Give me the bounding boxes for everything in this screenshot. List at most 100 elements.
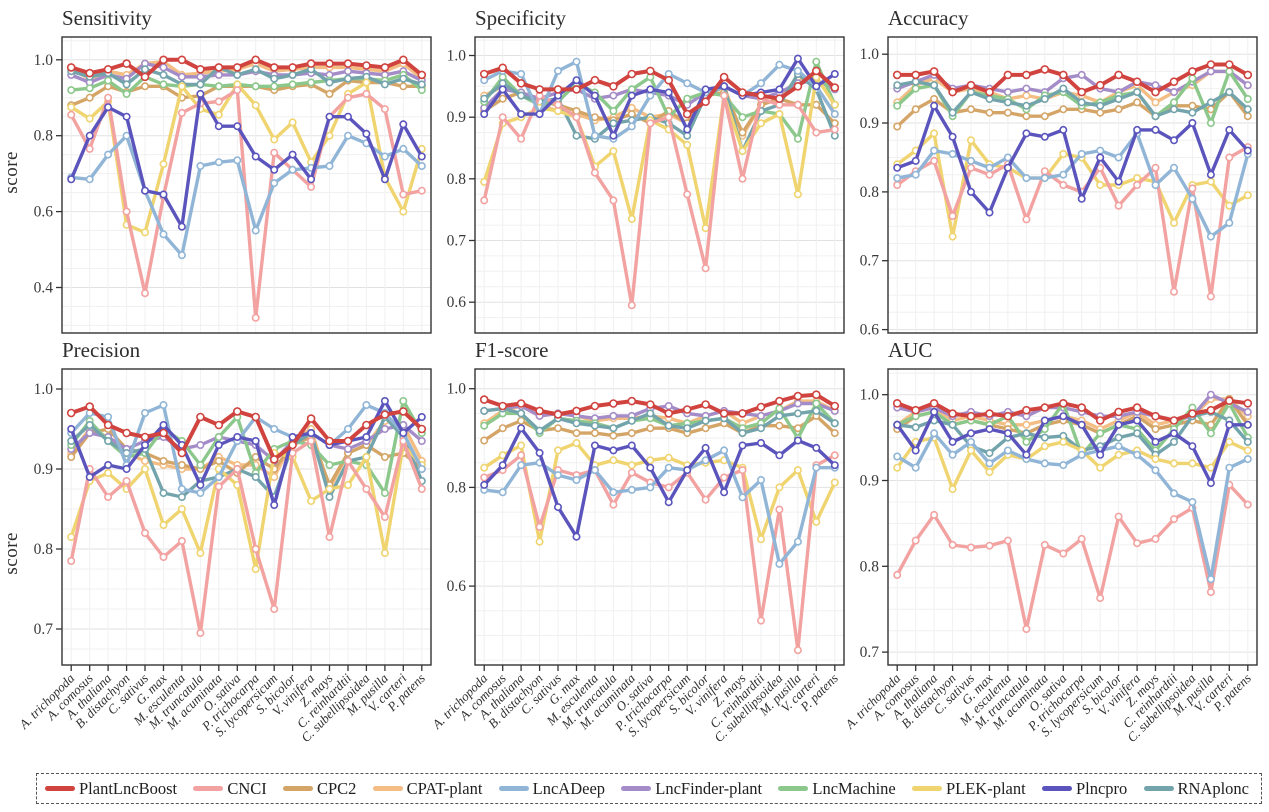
legend-item-cpc2: CPC2 bbox=[282, 779, 356, 799]
series-plncpro bbox=[893, 407, 1252, 488]
legend: PlantLncBoost CNCI CPC2 CPAT-plant LncADeep L… bbox=[36, 773, 1262, 804]
legend-item-label: CNCI bbox=[227, 778, 267, 798]
panel-accuracy: Accuracy 0.6 0.7 0.8 0.9 1.0 bbox=[850, 6, 1263, 339]
series-cnci bbox=[67, 86, 426, 322]
legend-swatch bbox=[193, 786, 224, 791]
panel-title-precision: Precision bbox=[62, 338, 141, 362]
panel-title-auc: AUC bbox=[888, 338, 933, 362]
legend-item-plantlncboost: PlantLncBoost bbox=[45, 779, 177, 799]
panel-specificity: Specificity 0.6 0.7 0.8 0.9 1.0 bbox=[437, 6, 850, 338]
legend-item-label: PLEK-plant bbox=[945, 778, 1026, 798]
series-lncadeep bbox=[893, 429, 1252, 584]
legend-item-rnaplonc: RNAplonc bbox=[1143, 778, 1250, 799]
specificity-chart: 0.6 0.7 0.8 0.9 1.0 bbox=[447, 36, 845, 334]
svg-text:0.6: 0.6 bbox=[447, 578, 467, 595]
legend-item-lncfinder-plant: LncFinder-plant bbox=[621, 779, 762, 799]
y-axis-ticks: 0.6 0.8 1.0 bbox=[447, 381, 475, 595]
svg-text:0.8: 0.8 bbox=[860, 184, 880, 201]
series-plncpro bbox=[67, 89, 426, 231]
panel-precision: Precision 0.7 0.8 0.9 1.0 A. trichopoda A. co… bbox=[15, 338, 437, 768]
svg-text:0.4: 0.4 bbox=[34, 280, 54, 297]
series-plantlncboost bbox=[479, 390, 840, 419]
legend-swatch bbox=[1041, 786, 1072, 791]
svg-text:0.7: 0.7 bbox=[860, 644, 880, 661]
svg-text:1.0: 1.0 bbox=[447, 48, 467, 65]
plot-frame bbox=[887, 36, 1258, 334]
svg-text:0.6: 0.6 bbox=[860, 322, 880, 339]
svg-text:0.8: 0.8 bbox=[860, 558, 880, 575]
svg-text:1.0: 1.0 bbox=[860, 46, 880, 63]
panel-title-accuracy: Accuracy bbox=[888, 6, 969, 30]
series-plncpro bbox=[480, 424, 839, 541]
legend-swatch bbox=[621, 786, 652, 791]
y-axis-ticks: 0.7 0.8 0.9 1.0 bbox=[860, 387, 888, 661]
svg-text:0.9: 0.9 bbox=[860, 115, 880, 132]
panel-title-specificity: Specificity bbox=[475, 6, 566, 30]
panel-sensitivity: Sensitivity 0.4 0.6 0.8 1.0 bbox=[24, 6, 437, 338]
series-plncpro bbox=[893, 101, 1252, 217]
svg-text:0.6: 0.6 bbox=[447, 294, 467, 311]
y-axis-ticks: 0.6 0.7 0.8 0.9 1.0 bbox=[860, 46, 888, 339]
legend-item-label: RNAplonc bbox=[1177, 778, 1250, 798]
series-cnci bbox=[67, 437, 426, 637]
svg-text:0.7: 0.7 bbox=[34, 621, 54, 638]
series-plantlncboost bbox=[892, 60, 1253, 97]
plot-frame bbox=[887, 368, 1258, 666]
svg-text:0.8: 0.8 bbox=[34, 128, 54, 145]
svg-text:0.9: 0.9 bbox=[447, 109, 467, 126]
legend-swatch bbox=[911, 786, 942, 791]
y-axis-ticks: 0.6 0.7 0.8 0.9 1.0 bbox=[447, 48, 475, 311]
y-axis-label-text: score bbox=[1, 150, 22, 194]
legend-item-lncmachine: LncMachine bbox=[778, 778, 896, 799]
panel-auc: AUC 0.7 0.8 0.9 1.0 A. trichopoda A. comosus A… bbox=[841, 338, 1263, 768]
panel-title-f1-score: F1-score bbox=[475, 338, 549, 362]
svg-text:1.0: 1.0 bbox=[447, 381, 467, 398]
y-axis-label-bottom: score bbox=[0, 338, 24, 768]
svg-text:1.0: 1.0 bbox=[34, 381, 54, 398]
svg-text:0.9: 0.9 bbox=[34, 461, 54, 478]
series-cnci bbox=[480, 91, 839, 310]
legend-item-label: LncMachine bbox=[812, 778, 896, 798]
svg-text:1.0: 1.0 bbox=[860, 387, 880, 404]
plot-frame bbox=[474, 368, 845, 666]
series-plantlncboost bbox=[479, 63, 840, 119]
series-plantlncboost bbox=[66, 55, 427, 82]
row-bottom: score Precision 0.7 0.8 0.9 1.0 A. trichopod… bbox=[0, 338, 1269, 768]
sensitivity-chart: 0.4 0.6 0.8 1.0 bbox=[34, 36, 432, 334]
y-axis-ticks: 0.4 0.6 0.8 1.0 bbox=[34, 52, 62, 297]
svg-text:0.7: 0.7 bbox=[860, 253, 880, 270]
legend-item-label: LncFinder-plant bbox=[655, 778, 763, 798]
legend-swatch bbox=[1143, 786, 1174, 791]
svg-text:0.7: 0.7 bbox=[447, 233, 467, 250]
legend-item-label: LncADeep bbox=[532, 778, 606, 798]
series-plantlncboost bbox=[66, 402, 427, 464]
plot-frame bbox=[474, 36, 845, 334]
plot-frame bbox=[61, 368, 432, 666]
panel-title-sensitivity: Sensitivity bbox=[62, 6, 152, 30]
svg-text:1.0: 1.0 bbox=[34, 52, 54, 69]
svg-text:0.9: 0.9 bbox=[860, 473, 880, 490]
svg-text:0.6: 0.6 bbox=[34, 204, 54, 221]
legend-item-cnci: CNCI bbox=[193, 778, 267, 799]
series-plek-plant bbox=[480, 439, 839, 546]
gridlines bbox=[475, 37, 844, 334]
svg-text:0.8: 0.8 bbox=[447, 171, 467, 188]
series-plek-plant bbox=[893, 433, 1252, 494]
legend-item-cpat-plant: CPAT-plant bbox=[372, 779, 482, 799]
y-axis-label-top: score bbox=[0, 6, 24, 338]
legend-swatch bbox=[372, 786, 403, 791]
panel-f1-score: F1-score 0.6 0.8 1.0 A. trichopoda A. comosu… bbox=[428, 338, 850, 768]
legend-swatch bbox=[45, 786, 75, 791]
accuracy-chart: 0.6 0.7 0.8 0.9 1.0 bbox=[860, 36, 1258, 339]
legend-item-lncadeep: LncADeep bbox=[498, 778, 606, 799]
legend-item-plncpro: Plncpro bbox=[1041, 779, 1127, 799]
y-axis-ticks: 0.7 0.8 0.9 1.0 bbox=[34, 381, 62, 638]
y-axis-label-text: score bbox=[1, 531, 22, 575]
legend-swatch bbox=[282, 786, 313, 791]
